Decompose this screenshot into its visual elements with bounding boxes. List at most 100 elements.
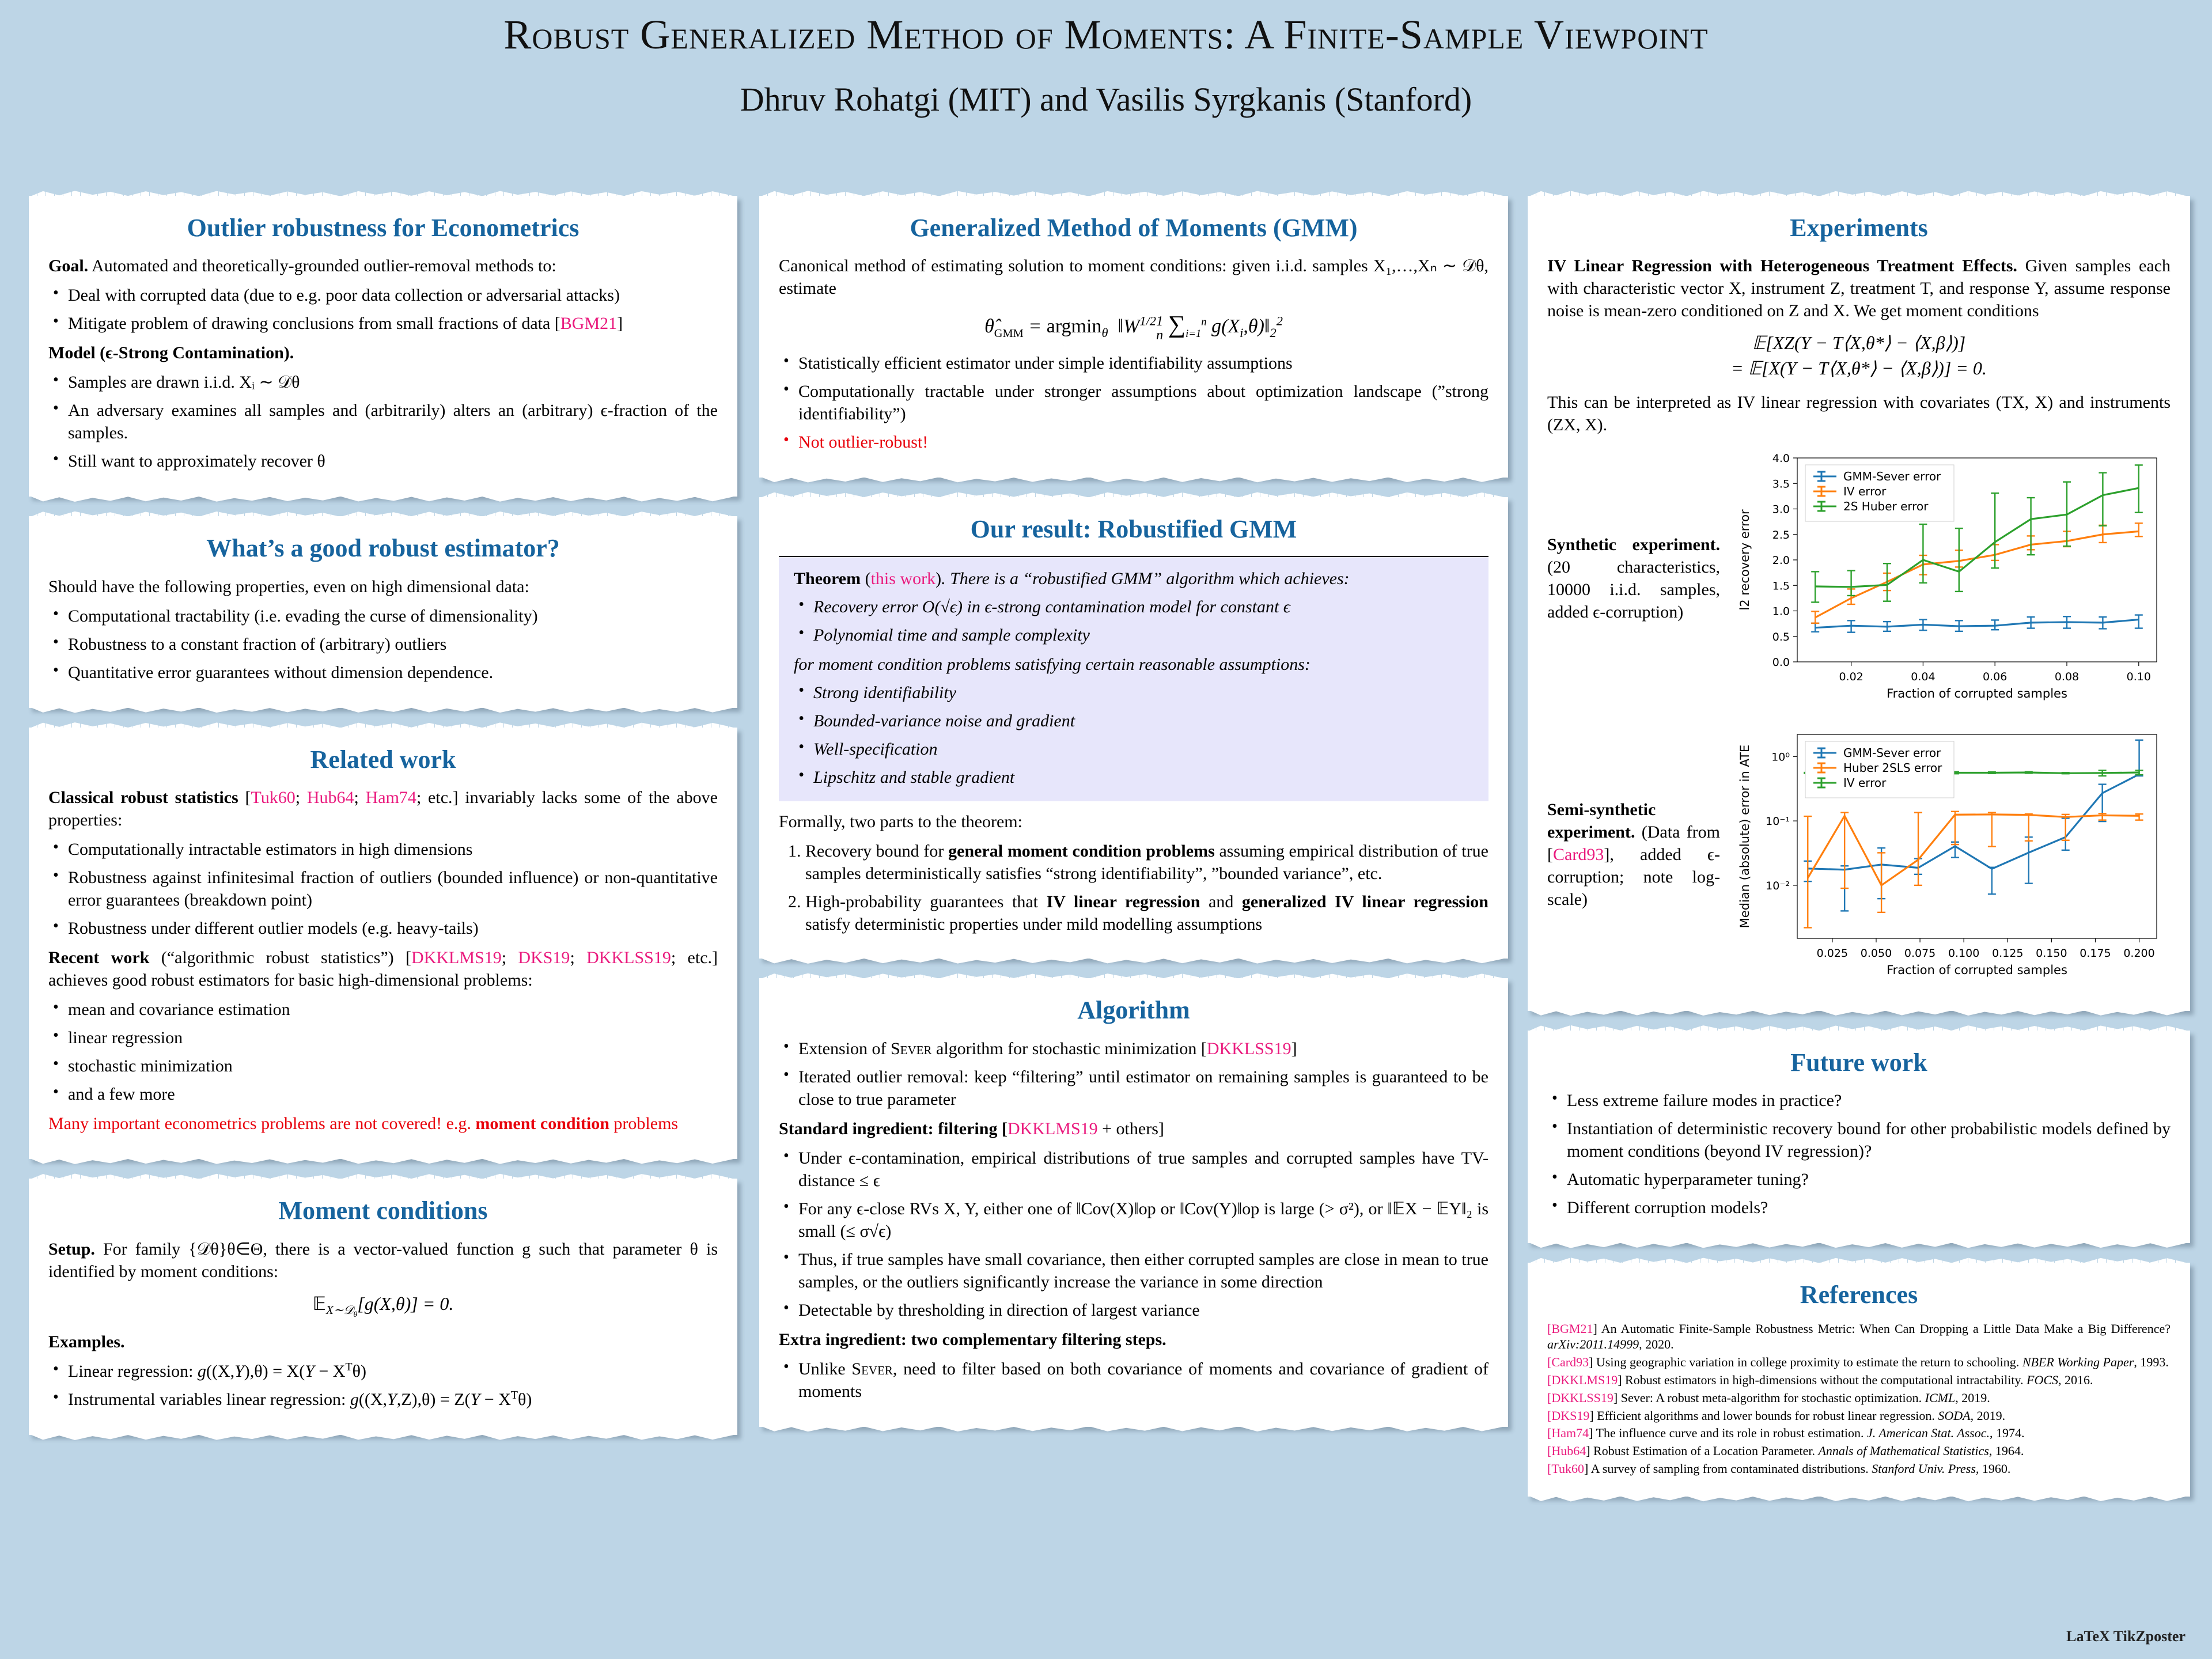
block-title-good-estimator: What’s a good robust estimator?	[206, 534, 560, 563]
list-item: Strong identifiability	[798, 680, 1474, 704]
footer-brand: LaTeX TikZposter	[2066, 1628, 2186, 1645]
block-title-our-result: Our result: Robustified GMM	[970, 514, 1297, 543]
list-item: Thus, if true samples have small covaria…	[783, 1247, 1488, 1293]
block-title-references: References	[1800, 1280, 1918, 1309]
block-algorithm: Algorithm Extension of Sever algorithm f…	[759, 978, 1508, 1427]
theorem-statement-line: Theorem (this work). There is a “robusti…	[794, 569, 1350, 589]
semisynthetic-pre: (Data from [	[1547, 823, 1721, 865]
list-item: Automatic hyperparameter tuning?	[1552, 1167, 2171, 1191]
references-list: [BGM21] An Automatic Finite-Sample Robus…	[1547, 1321, 2171, 1476]
reference-venue: FOCS	[2027, 1372, 2059, 1387]
reference-venue: Stanford Univ. Press	[1872, 1461, 1976, 1476]
reference-venue: Annals of Mathematical Statistics	[1818, 1444, 1989, 1459]
x-tick-label: 0.04	[1911, 671, 1935, 683]
part1-bold: general moment condition problems	[948, 842, 1215, 861]
list-item: Linear regression: g((X,Y),θ) = X(Y − XT…	[53, 1359, 718, 1382]
y-axis-label: Median (absolute) error in ATE	[1738, 744, 1752, 928]
recent-lead: Recent work	[48, 948, 150, 968]
list-item: stochastic minimization	[53, 1054, 718, 1077]
theorem-parts-list: Recovery bound for general moment condit…	[779, 840, 1488, 935]
block-title-gmm: Generalized Method of Moments (GMM)	[910, 214, 1358, 242]
citation-dkklms19[interactable]: DKKLMS19	[411, 948, 502, 968]
formal-intro: Formally, two parts to the theorem:	[779, 812, 1022, 832]
block-moment-conditions: Moment conditions Setup. For family {𝒟θ}…	[29, 1179, 737, 1435]
legend-label: IV error	[1843, 484, 1887, 498]
y-tick-label: 10⁻²	[1766, 879, 1790, 892]
y-tick-label: 3.5	[1772, 478, 1790, 490]
legend-label: GMM-Sever error	[1843, 746, 1941, 760]
model-heading: Model (ϵ-Strong Contamination).	[48, 343, 294, 363]
reference-key[interactable]: [Hub64	[1547, 1444, 1586, 1459]
citation-dks19[interactable]: DKS19	[518, 948, 570, 968]
list-item: Recovery error O(√ϵ) in ϵ-strong contami…	[798, 594, 1474, 618]
citation-bgm21[interactable]: BGM21	[560, 314, 618, 334]
citation-card93[interactable]: Card93	[1553, 845, 1604, 865]
setup-lead: Setup.	[48, 1239, 95, 1259]
block-title-outlier-robustness: Outlier robustness for Econometrics	[187, 214, 579, 242]
reference-key[interactable]: [DKKLMS19	[1547, 1372, 1618, 1387]
x-tick-label: 0.025	[1817, 947, 1848, 960]
y-tick-label: 4.0	[1772, 452, 1790, 465]
reference-key[interactable]: [Ham74	[1547, 1426, 1589, 1441]
semisynthetic-lead: Semi-synthetic experiment.	[1547, 800, 1656, 842]
list-item: Still want to approximately recover θ	[53, 449, 718, 472]
goal-text: Automated and theoretically-grounded out…	[92, 256, 556, 276]
poster-authors: Dhruv Rohatgi (MIT) and Vasilis Syrgkani…	[740, 80, 1472, 118]
citation-dkklss19[interactable]: DKKLSS19	[586, 948, 671, 968]
goal-lead: Goal.	[48, 256, 89, 276]
good-estimator-bullet-list: Computational tractability (i.e. evading…	[48, 604, 718, 684]
block-title-moment-conditions: Moment conditions	[278, 1196, 488, 1225]
synthetic-caption: Synthetic experiment. (20 characteristic…	[1547, 533, 1729, 623]
classical-tail: ; etc.] invariably lacks some of the abo…	[48, 788, 718, 830]
reference-venue: NBER Working Paper	[2022, 1355, 2134, 1370]
citation-hub64[interactable]: Hub64	[306, 788, 354, 808]
reference-key[interactable]: [Tuk60	[1547, 1461, 1584, 1476]
reference-key[interactable]: [DKKLSS19	[1547, 1390, 1613, 1405]
block-future-work: Future work Less extreme failure modes i…	[1528, 1030, 2190, 1243]
reference-venue: SODA	[1938, 1408, 1971, 1423]
list-item: Mitigate problem of drawing conclusions …	[53, 311, 718, 335]
part1-post: assuming empirical distribution of true …	[805, 842, 1488, 884]
x-tick-label: 0.050	[1861, 947, 1892, 960]
x-tick-label: 0.100	[1948, 947, 1979, 960]
examples-list: Linear regression: g((X,Y),θ) = X(Y − XT…	[48, 1359, 718, 1411]
middle-column: Generalized Method of Moments (GMM) Cano…	[759, 196, 1508, 1446]
x-tick-label: 0.06	[1983, 671, 2007, 683]
experiments-equation-2: = 𝔼[X(Y − T⟨X,θ*⟩ − ⟨X,β⟩)] = 0.	[1731, 357, 1987, 378]
citation-ham74[interactable]: Ham74	[365, 788, 416, 808]
series-gmm-sever-error	[1811, 613, 2143, 633]
list-item: Different corruption models?	[1552, 1195, 2171, 1219]
theorem-middle-line: for moment condition problems satisfying…	[794, 655, 1310, 675]
citation-dkklss19-algo[interactable]: DKKLSS19	[1206, 1039, 1291, 1058]
reference-key[interactable]: [DKS19	[1547, 1408, 1590, 1423]
recent-mid: (“algorithmic robust statistics”) [	[161, 948, 412, 968]
list-item: Iterated outlier removal: keep “filterin…	[783, 1065, 1488, 1111]
setup-text: For family {𝒟θ}θ∈Θ, there is a vector-va…	[48, 1239, 718, 1281]
alert-bold: moment condition	[475, 1114, 609, 1134]
list-item: Lipschitz and stable gradient	[798, 765, 1474, 789]
series-huber-2sls-error	[1804, 810, 2143, 929]
reference-key[interactable]: [BGM21	[1547, 1321, 1593, 1336]
goal-paragraph: Goal. Automated and theoretically-ground…	[48, 255, 718, 277]
block-title-related-work: Related work	[310, 745, 456, 774]
theorem-cite[interactable]: this work	[870, 569, 936, 589]
theorem-lead: Theorem	[794, 569, 861, 589]
model-bullet-list: Samples are drawn i.i.d. Xᵢ ∼ 𝒟θ An adve…	[48, 370, 718, 472]
y-tick-label: 0.0	[1772, 656, 1790, 669]
bullet-text: Mitigate problem of drawing conclusions …	[68, 314, 551, 334]
y-tick-label: 2.0	[1772, 554, 1790, 567]
block-title-future-work: Future work	[1790, 1048, 1927, 1077]
list-item: Robustness against infinitesimal fractio…	[53, 865, 718, 911]
goal-bullet-list: Deal with corrupted data (due to e.g. po…	[48, 283, 718, 335]
x-tick-label: 0.075	[1904, 947, 1936, 960]
list-item: Samples are drawn i.i.d. Xᵢ ∼ 𝒟θ	[53, 370, 718, 393]
reference-entry: [Hub64] Robust Estimation of a Location …	[1547, 1444, 2024, 1459]
citation-dkklms19-algo[interactable]: DKKLMS19	[1007, 1119, 1098, 1138]
reference-key[interactable]: [Card93	[1547, 1355, 1589, 1370]
block-references: References [BGM21] An Automatic Finite-S…	[1528, 1262, 2190, 1497]
experiments-equation-1: 𝔼[XZ(Y − T⟨X,θ*⟩ − ⟨X,β⟩)]	[1752, 332, 1966, 354]
citation-tuk60[interactable]: Tuk60	[251, 788, 296, 808]
list-item: and a few more	[53, 1082, 718, 1105]
